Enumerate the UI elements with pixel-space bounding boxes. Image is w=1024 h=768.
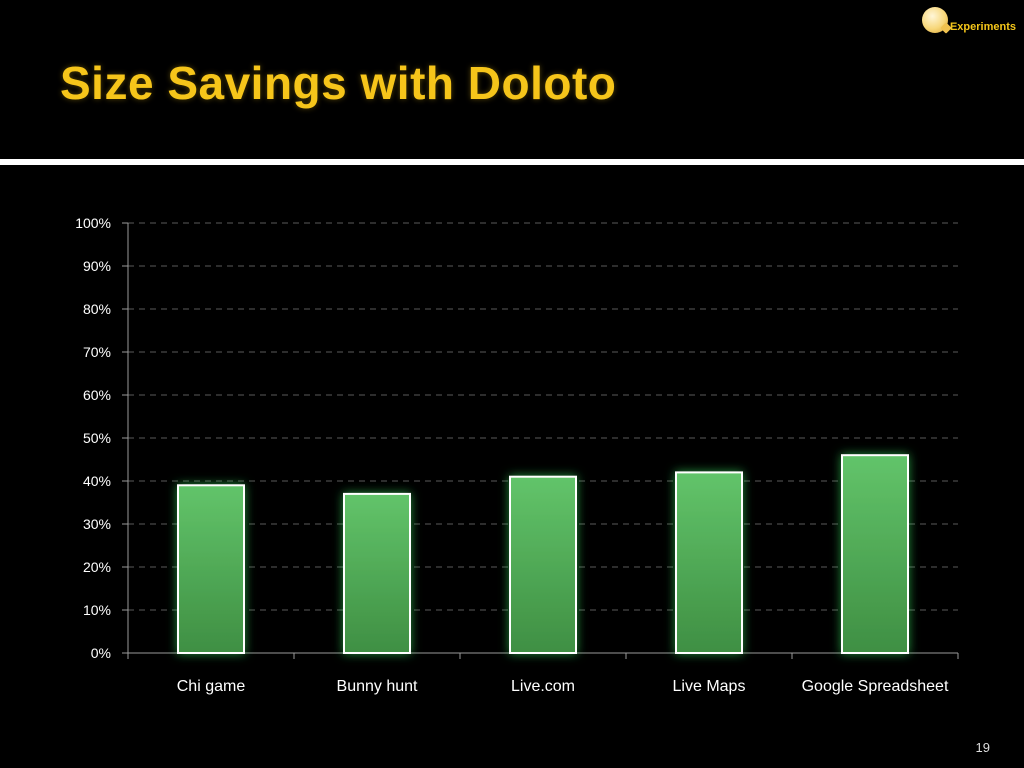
y-tick-label: 0% xyxy=(91,645,111,661)
x-tick-label: Live Maps xyxy=(673,678,746,695)
y-tick-label: 10% xyxy=(83,602,111,618)
y-tick-label: 90% xyxy=(83,258,111,274)
y-tick-label: 100% xyxy=(75,215,111,231)
y-tick-label: 40% xyxy=(83,473,111,489)
x-tick-label: Bunny hunt xyxy=(337,678,419,695)
y-tick-label: 50% xyxy=(83,430,111,446)
y-tick-label: 30% xyxy=(83,516,111,532)
bar-live-maps xyxy=(675,471,743,654)
page-number: 19 xyxy=(975,740,990,755)
y-tick-label: 80% xyxy=(83,301,111,317)
experiments-badge: Experiments xyxy=(921,7,1016,33)
y-tick-label: 70% xyxy=(83,344,111,360)
bar-chi-game xyxy=(177,484,245,654)
title-divider xyxy=(0,159,1024,165)
y-tick-labels: 0% 10% 20% 30% 40% 50% 60% 70% 80% 90% 100% xyxy=(75,215,111,661)
x-tick-labels: Chi game Bunny hunt Live.com Live Maps Googl… xyxy=(177,678,949,695)
x-tick-label: Chi game xyxy=(177,678,246,695)
slide-title: Size Savings with Doloto xyxy=(60,57,617,109)
bars xyxy=(177,454,909,655)
x-tick-label: Google Spreadsheet xyxy=(802,678,949,695)
bar-bunny-hunt xyxy=(343,492,411,654)
y-tick-label: 20% xyxy=(83,559,111,575)
speech-bubble-icon xyxy=(921,7,948,33)
x-tick-label: Live.com xyxy=(511,678,575,695)
bar-live-com xyxy=(509,475,577,655)
y-tick-label: 60% xyxy=(83,387,111,403)
badge-label: Experiments xyxy=(949,21,1016,33)
bar-google-spreadsheet xyxy=(841,454,909,655)
